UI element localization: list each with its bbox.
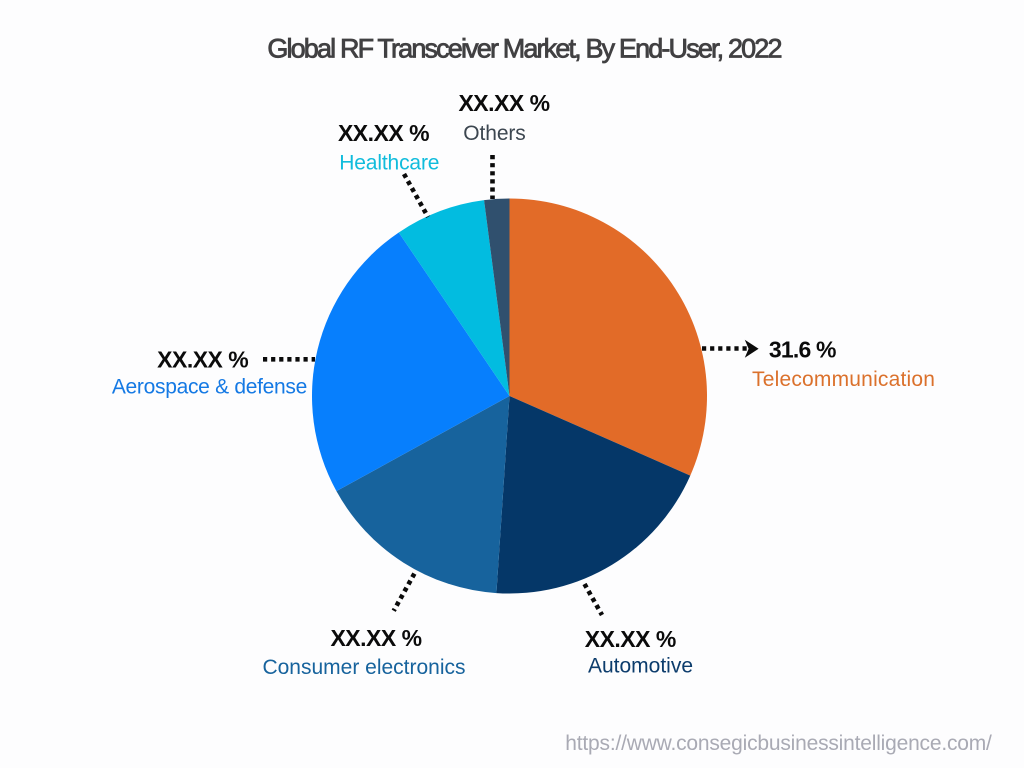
svg-text:https://www.consegicbusinessin: https://www.consegicbusinessintelligence…: [565, 732, 992, 755]
svg-text:Healthcare: Healthcare: [339, 152, 439, 175]
svg-text:XX.XX %: XX.XX %: [157, 347, 248, 373]
svg-text:XX.XX %: XX.XX %: [330, 625, 421, 651]
svg-text:XX.XX %: XX.XX %: [585, 626, 676, 652]
svg-text:Global RF Transceiver Market,: Global RF Transceiver Market, By End-Use…: [267, 34, 781, 64]
svg-text:Others: Others: [463, 122, 525, 145]
svg-text:XX.XX %: XX.XX %: [458, 90, 549, 116]
svg-text:Automotive: Automotive: [588, 655, 693, 678]
svg-text:Telecommunication: Telecommunication: [752, 368, 935, 391]
svg-text:31.6 %: 31.6 %: [769, 336, 836, 362]
svg-text:Aerospace & defense: Aerospace & defense: [112, 376, 307, 399]
svg-text:XX.XX %: XX.XX %: [338, 120, 429, 146]
svg-text:Consumer electronics: Consumer electronics: [262, 656, 465, 679]
